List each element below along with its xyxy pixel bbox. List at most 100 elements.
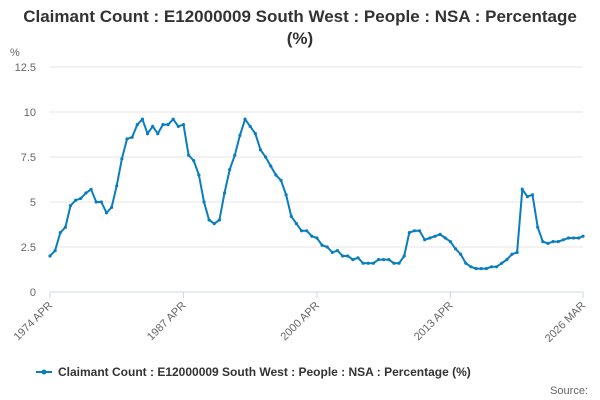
data-point [361, 261, 365, 265]
data-point [253, 132, 257, 136]
data-point [125, 137, 129, 141]
data-point [335, 249, 340, 253]
data-point [515, 250, 519, 254]
data-point [581, 234, 585, 238]
data-point [392, 261, 396, 265]
data-point [520, 187, 524, 191]
y-tick-label: 12.5 [15, 62, 36, 74]
data-point [145, 132, 150, 136]
data-point [109, 205, 114, 209]
data-point [438, 232, 442, 236]
data-point [459, 252, 463, 256]
x-tick-label: 1974 APR [12, 300, 56, 344]
data-point [474, 267, 478, 271]
data-point [448, 240, 452, 244]
data-point [428, 236, 432, 240]
data-point [269, 164, 273, 168]
data-point [156, 132, 160, 136]
legend-label: Claimant Count : E12000009 South West : … [58, 365, 471, 379]
data-point [351, 258, 355, 262]
data-point [566, 236, 571, 240]
data-point [320, 243, 324, 247]
data-point [161, 123, 165, 127]
data-point [74, 198, 78, 202]
data-point [479, 267, 483, 271]
data-point [469, 265, 473, 269]
y-tick-label: 5 [30, 197, 36, 209]
data-point [433, 234, 437, 238]
data-point [58, 231, 62, 235]
data-point [166, 123, 170, 127]
data-point [217, 218, 221, 222]
data-point [376, 258, 381, 262]
data-point [387, 258, 391, 262]
data-point [258, 148, 263, 152]
x-tick-label: 2026 MAR [543, 300, 588, 345]
data-point [274, 173, 278, 177]
data-point [397, 261, 401, 265]
data-point [53, 249, 57, 253]
data-point [330, 250, 334, 254]
data-point [464, 261, 468, 265]
data-point [140, 117, 144, 121]
data-point [356, 256, 360, 260]
data-point [536, 225, 540, 229]
data-point [299, 229, 304, 233]
data-point [207, 218, 211, 222]
data-point [551, 240, 555, 244]
data-point [68, 204, 73, 208]
data-point [325, 245, 329, 249]
data-point [556, 240, 560, 244]
data-point [120, 157, 124, 161]
data-point [243, 117, 247, 121]
data-point [233, 153, 237, 157]
data-point [176, 124, 180, 128]
data-point [453, 247, 458, 251]
data-point [89, 187, 93, 191]
y-tick-label: 0 [30, 287, 36, 299]
data-point [202, 200, 206, 204]
data-point [310, 234, 314, 238]
data-point [263, 155, 268, 159]
data-point [294, 222, 298, 226]
data-point [171, 117, 175, 121]
data-point [417, 229, 422, 233]
x-tick-label: 1987 APR [145, 300, 189, 344]
data-point [181, 123, 186, 127]
data-point [151, 124, 155, 128]
data-point [99, 200, 103, 204]
data-point [284, 193, 288, 197]
data-point [212, 222, 216, 226]
y-axis-label: % [10, 47, 20, 59]
data-point [115, 184, 119, 188]
data-point [423, 238, 427, 242]
data-point [186, 153, 191, 157]
data-point [84, 191, 88, 195]
data-point [412, 229, 417, 233]
data-point [402, 254, 406, 258]
y-tick-label: 10 [24, 107, 36, 119]
data-point [315, 236, 319, 240]
y-tick-label: 7.5 [21, 152, 36, 164]
data-point [305, 229, 309, 233]
data-point [561, 238, 565, 242]
data-point [382, 258, 386, 262]
data-point [104, 211, 109, 215]
data-point [500, 261, 504, 265]
data-point [197, 173, 201, 177]
data-point [130, 135, 134, 139]
data-point [371, 261, 375, 265]
data-point [346, 254, 350, 258]
chart-title: Claimant Count : E12000009 South West : … [23, 7, 577, 48]
data-point [79, 196, 83, 200]
data-point [94, 200, 98, 204]
data-point [571, 236, 576, 240]
data-point [443, 236, 447, 240]
data-point [238, 133, 242, 137]
legend-marker [41, 369, 47, 375]
data-point [484, 267, 488, 271]
x-tick-label: 2000 APR [279, 300, 323, 344]
y-tick-label: 2.5 [21, 242, 36, 254]
